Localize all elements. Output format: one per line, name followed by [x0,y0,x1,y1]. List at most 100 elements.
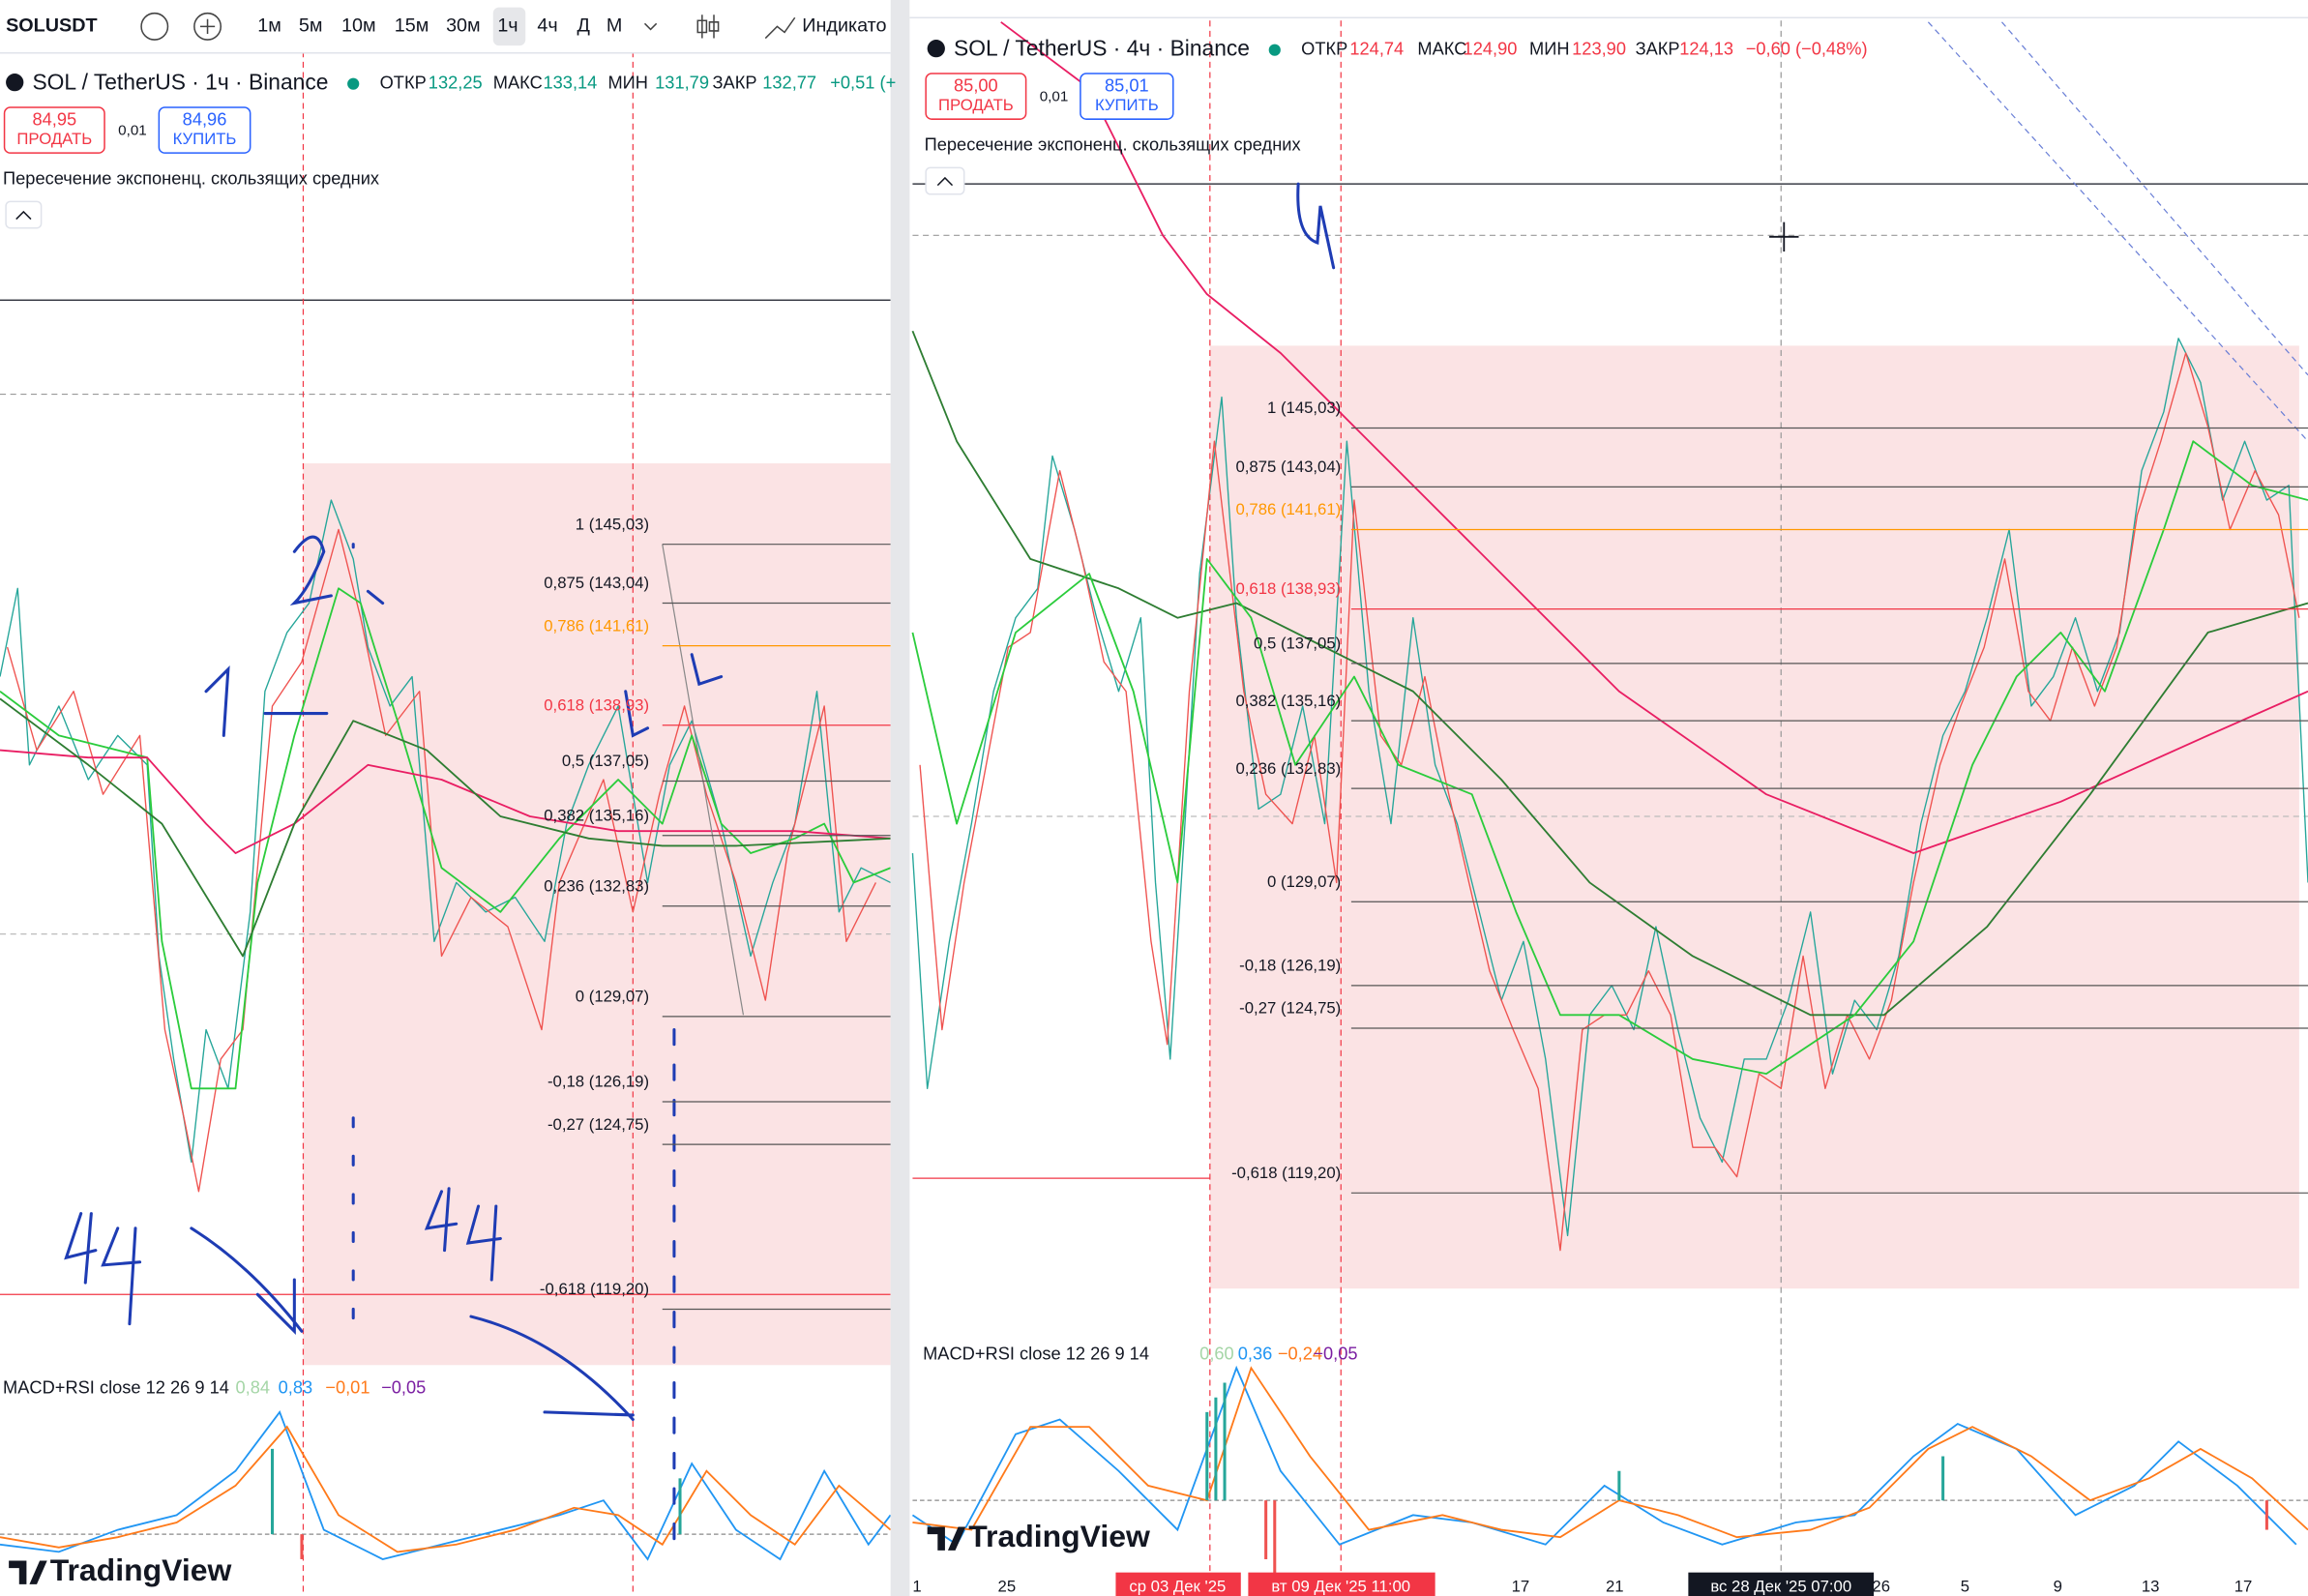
indicator-name: Пересечение экспоненц. скользящих средни… [3,167,379,188]
timeframe[interactable]: М [607,15,622,37]
fib-label: -0,18 (126,19) [547,1073,649,1091]
date-highlight [1248,1572,1435,1596]
x-tick-label: 17 [2234,1577,2253,1595]
fib-label: 0,875 (143,04) [544,574,649,592]
fib-label: 0,382 (135,16) [544,806,649,824]
right-toolbar-edge [909,0,2308,18]
ohlc-value: 132,77 [762,73,816,93]
trend-lines [1927,21,2308,442]
macd-value: −0,01 [325,1376,370,1397]
status-dot [347,77,360,90]
chart-title: SOL / TetherUS · 1ч · Binance [32,70,328,95]
timeframe[interactable]: 10м [341,15,376,37]
ohlc-value: 124,13 [1679,39,1733,59]
timeframe[interactable]: 30м [446,15,481,37]
ohlc-value: 133,14 [544,73,598,93]
fib-zone [303,463,891,1366]
fib-label: 0,786 (141,61) [544,616,649,635]
fib-label: -0,27 (124,75) [547,1115,649,1134]
add-symbol-plus [199,18,216,34]
sell-price: 85,00 [954,75,998,96]
fib-label: -0,618 (119,20) [1231,1164,1341,1182]
ohlc-label: ОТКР [1301,39,1347,59]
indicators-button[interactable]: Индикато [802,15,886,37]
macd-label: MACD+RSI close 12 26 9 14 [923,1343,1149,1363]
add-symbol-icon[interactable] [193,12,222,41]
alert-icon[interactable] [140,12,169,41]
ohlc-label: МАКС [1417,39,1466,59]
macd-value: −0,24 [1278,1343,1322,1363]
date-highlight [1115,1572,1241,1596]
active-timeframe-bg [492,7,526,46]
timeframe[interactable]: 5м [299,15,323,37]
sell-label: ПРОДАТЬ [938,96,1014,114]
ohlc-label: МИН [607,73,648,93]
panel-divider [890,0,910,1596]
ohlc-label: ЗАКР [1636,39,1680,59]
fib-label: 0,618 (138,93) [544,695,649,714]
fib-label: 1 (145,03) [1267,399,1341,417]
fib-label: 0,236 (132,83) [544,876,649,895]
buy-button[interactable] [1080,73,1174,120]
ohlc-label: ЗАКР [712,73,756,93]
fib-label: -0,618 (119,20) [540,1280,649,1298]
timeframe[interactable]: 1м [257,15,281,37]
ohlc-value: 124,74 [1349,39,1404,59]
price-change: −0,60 (−0,48%) [1746,39,1868,59]
drawing-line [662,544,745,1016]
fib-label: 0,236 (132,83) [1235,759,1341,778]
ohlc-value: 124,90 [1464,39,1518,59]
x-tick-label: 21 [1606,1577,1624,1595]
sell-label: ПРОДАТЬ [16,130,92,148]
fib-label: 0 (129,07) [1267,872,1341,891]
fib-label: 0,786 (141,61) [1235,500,1341,518]
sell-button[interactable] [3,106,105,154]
x-tick-label: вт 09 Дек '25 11:00 [1271,1577,1410,1595]
buy-price: 85,01 [1105,75,1149,96]
x-tick-label: вс 28 Дек '25 07:00 [1710,1577,1851,1595]
timeframe[interactable]: 4ч [537,15,557,37]
timeframe[interactable]: 1ч [497,15,518,37]
price-change: +0,51 (+ [830,73,896,93]
price-plots [0,21,2308,1252]
fib-label: 0,618 (138,93) [1235,579,1341,598]
collapse-button[interactable] [925,166,965,195]
x-tick-label: 5 [1961,1577,1969,1595]
x-tick-label: 1 [912,1577,921,1595]
symbol[interactable]: SOLUSDT [6,15,97,37]
macd-value: 0,36 [1238,1343,1273,1363]
buy-label: КУПИТЬ [1095,96,1159,114]
symbol-logo [927,40,945,58]
date-highlight [1688,1572,1875,1596]
timeframe[interactable]: Д [577,15,591,37]
fib-label: 0,382 (135,16) [1235,692,1341,710]
macd-plots [0,1365,2308,1575]
dropdown-icon[interactable] [643,22,658,31]
chart-type-icon[interactable] [696,15,720,39]
ohlc-label: МИН [1529,39,1570,59]
handwriting [64,182,1336,1561]
x-tick-label: 25 [998,1577,1017,1595]
fib-label: 0,875 (143,04) [1235,458,1341,476]
x-tick-label: 13 [2142,1577,2160,1595]
fib-label: 0,5 (137,05) [1254,635,1341,653]
macd-value: 0,60 [1199,1343,1234,1363]
sell-button[interactable] [925,73,1027,120]
x-tick-label: 26 [1872,1577,1890,1595]
chart-title: SOL / TetherUS · 4ч · Binance [954,36,1250,61]
indicators-icon[interactable] [764,16,796,40]
timeframe[interactable]: 15м [395,15,429,37]
ohlc-value: 132,25 [429,73,483,93]
spread: 0,01 [118,122,147,138]
crosshair [1769,222,1799,252]
fib-label: 1 (145,03) [576,515,649,533]
collapse-button[interactable] [5,200,43,229]
buy-button[interactable] [158,106,252,154]
fib-label: 0,5 (137,05) [562,752,649,770]
status-dot [1268,44,1281,56]
macd-label: MACD+RSI close 12 26 9 14 [3,1376,229,1397]
tv-logo: TradingView [50,1552,232,1587]
collapse-icon [15,210,32,221]
